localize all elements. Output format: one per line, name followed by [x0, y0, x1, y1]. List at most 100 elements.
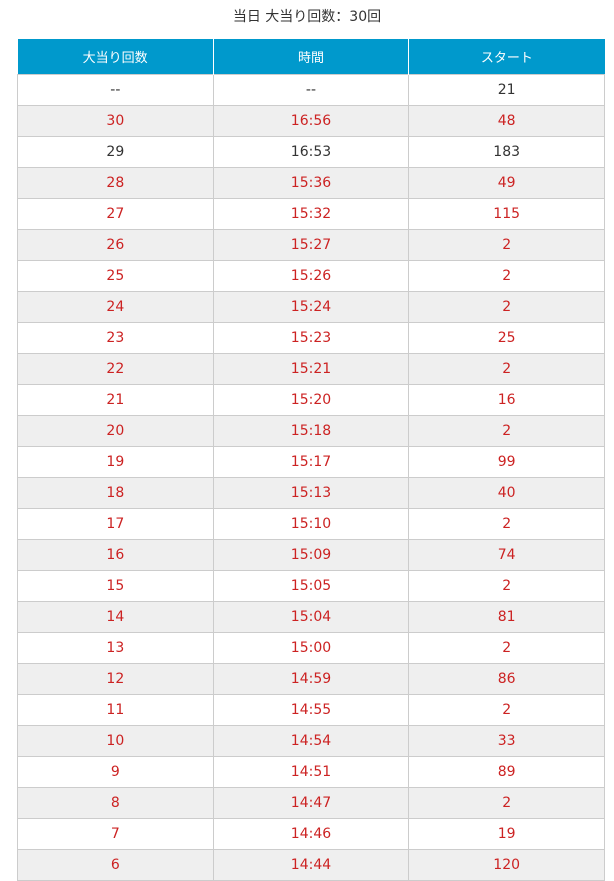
- table-row: 14 15:04 81: [17, 601, 605, 633]
- table-row: 8 14:47 2: [17, 787, 605, 819]
- cell-start: 2: [408, 508, 605, 540]
- cell-start: 2: [408, 632, 605, 664]
- cell-count: 17: [17, 508, 214, 540]
- cell-time: 15:24: [212, 291, 410, 323]
- cell-time: 16:56: [212, 105, 410, 137]
- cell-time: 14:47: [212, 787, 410, 819]
- cell-start: 48: [408, 105, 605, 137]
- cell-start: 2: [408, 787, 605, 819]
- cell-count: 11: [17, 694, 214, 726]
- cell-count: 13: [17, 632, 214, 664]
- jackpot-history-table: 大当り回数 時間 スタート -- -- 21 30 16:56 48 29 16:53 183 2…: [17, 39, 605, 881]
- cell-time: 15:10: [212, 508, 410, 540]
- cell-start: 86: [408, 663, 605, 695]
- cell-time: 15:26: [212, 260, 410, 292]
- table-row: 21 15:20 16: [17, 384, 605, 416]
- cell-count: 15: [17, 570, 214, 602]
- table-row: 23 15:23 25: [17, 322, 605, 354]
- cell-start: 2: [408, 353, 605, 385]
- table-row: 12 14:59 86: [17, 663, 605, 695]
- cell-time: 15:20: [212, 384, 410, 416]
- cell-start: 40: [408, 477, 605, 509]
- table-row: 9 14:51 89: [17, 756, 605, 788]
- table-row: 20 15:18 2: [17, 415, 605, 447]
- table-row: 18 15:13 40: [17, 477, 605, 509]
- cell-start: 2: [408, 291, 605, 323]
- table-row: 13 15:00 2: [17, 632, 605, 664]
- cell-start: 89: [408, 756, 605, 788]
- table-row: 6 14:44 120: [17, 849, 605, 881]
- cell-count: 27: [17, 198, 214, 230]
- cell-count: 20: [17, 415, 214, 447]
- table-row: 7 14:46 19: [17, 818, 605, 850]
- cell-count: 10: [17, 725, 214, 757]
- header-count: 大当り回数: [17, 39, 214, 75]
- table-row: 28 15:36 49: [17, 167, 605, 199]
- cell-count: 19: [17, 446, 214, 478]
- cell-count: 16: [17, 539, 214, 571]
- cell-time: 15:36: [212, 167, 410, 199]
- cell-count: 7: [17, 818, 214, 850]
- cell-time: 15:23: [212, 322, 410, 354]
- cell-time: 15:13: [212, 477, 410, 509]
- table-row: 15 15:05 2: [17, 570, 605, 602]
- table-row: 11 14:55 2: [17, 694, 605, 726]
- cell-count: 6: [17, 849, 214, 881]
- table-row: 26 15:27 2: [17, 229, 605, 261]
- cell-start: 16: [408, 384, 605, 416]
- cell-count: 28: [17, 167, 214, 199]
- page-title: 当日 大当り回数：30回: [232, 9, 382, 25]
- table-row: 16 15:09 74: [17, 539, 605, 571]
- cell-count: 14: [17, 601, 214, 633]
- cell-start: 2: [408, 694, 605, 726]
- cell-start: 99: [408, 446, 605, 478]
- cell-count: 26: [17, 229, 214, 261]
- cell-time: 15:17: [212, 446, 410, 478]
- table-row: -- -- 21: [17, 74, 605, 106]
- cell-time: --: [212, 74, 410, 106]
- cell-count: 9: [17, 756, 214, 788]
- cell-time: 14:51: [212, 756, 410, 788]
- table-row: 17 15:10 2: [17, 508, 605, 540]
- table-row: 22 15:21 2: [17, 353, 605, 385]
- cell-count: 23: [17, 322, 214, 354]
- table-row: 29 16:53 183: [17, 136, 605, 168]
- header-start: スタート: [408, 39, 605, 75]
- cell-count: 12: [17, 663, 214, 695]
- cell-time: 15:21: [212, 353, 410, 385]
- cell-count: 18: [17, 477, 214, 509]
- cell-time: 15:18: [212, 415, 410, 447]
- cell-start: 2: [408, 415, 605, 447]
- cell-start: 19: [408, 818, 605, 850]
- cell-count: 25: [17, 260, 214, 292]
- cell-time: 14:46: [212, 818, 410, 850]
- table-header: 大当り回数 時間 スタート: [17, 39, 605, 75]
- cell-time: 14:59: [212, 663, 410, 695]
- cell-start: 81: [408, 601, 605, 633]
- cell-time: 15:04: [212, 601, 410, 633]
- cell-time: 15:27: [212, 229, 410, 261]
- cell-time: 15:09: [212, 539, 410, 571]
- cell-start: 74: [408, 539, 605, 571]
- cell-count: 30: [17, 105, 214, 137]
- cell-time: 14:54: [212, 725, 410, 757]
- table-row: 27 15:32 115: [17, 198, 605, 230]
- cell-start: 2: [408, 570, 605, 602]
- table-row: 25 15:26 2: [17, 260, 605, 292]
- cell-count: 8: [17, 787, 214, 819]
- cell-time: 14:55: [212, 694, 410, 726]
- cell-start: 2: [408, 229, 605, 261]
- cell-time: 16:53: [212, 136, 410, 168]
- table-row: 30 16:56 48: [17, 105, 605, 137]
- cell-start: 2: [408, 260, 605, 292]
- cell-time: 14:44: [212, 849, 410, 881]
- cell-time: 15:32: [212, 198, 410, 230]
- header-time: 時間: [212, 39, 409, 75]
- cell-start: 115: [408, 198, 605, 230]
- cell-start: 49: [408, 167, 605, 199]
- cell-start: 120: [408, 849, 605, 881]
- cell-start: 33: [408, 725, 605, 757]
- table-row: 19 15:17 99: [17, 446, 605, 478]
- cell-count: 21: [17, 384, 214, 416]
- table-row: 24 15:24 2: [17, 291, 605, 323]
